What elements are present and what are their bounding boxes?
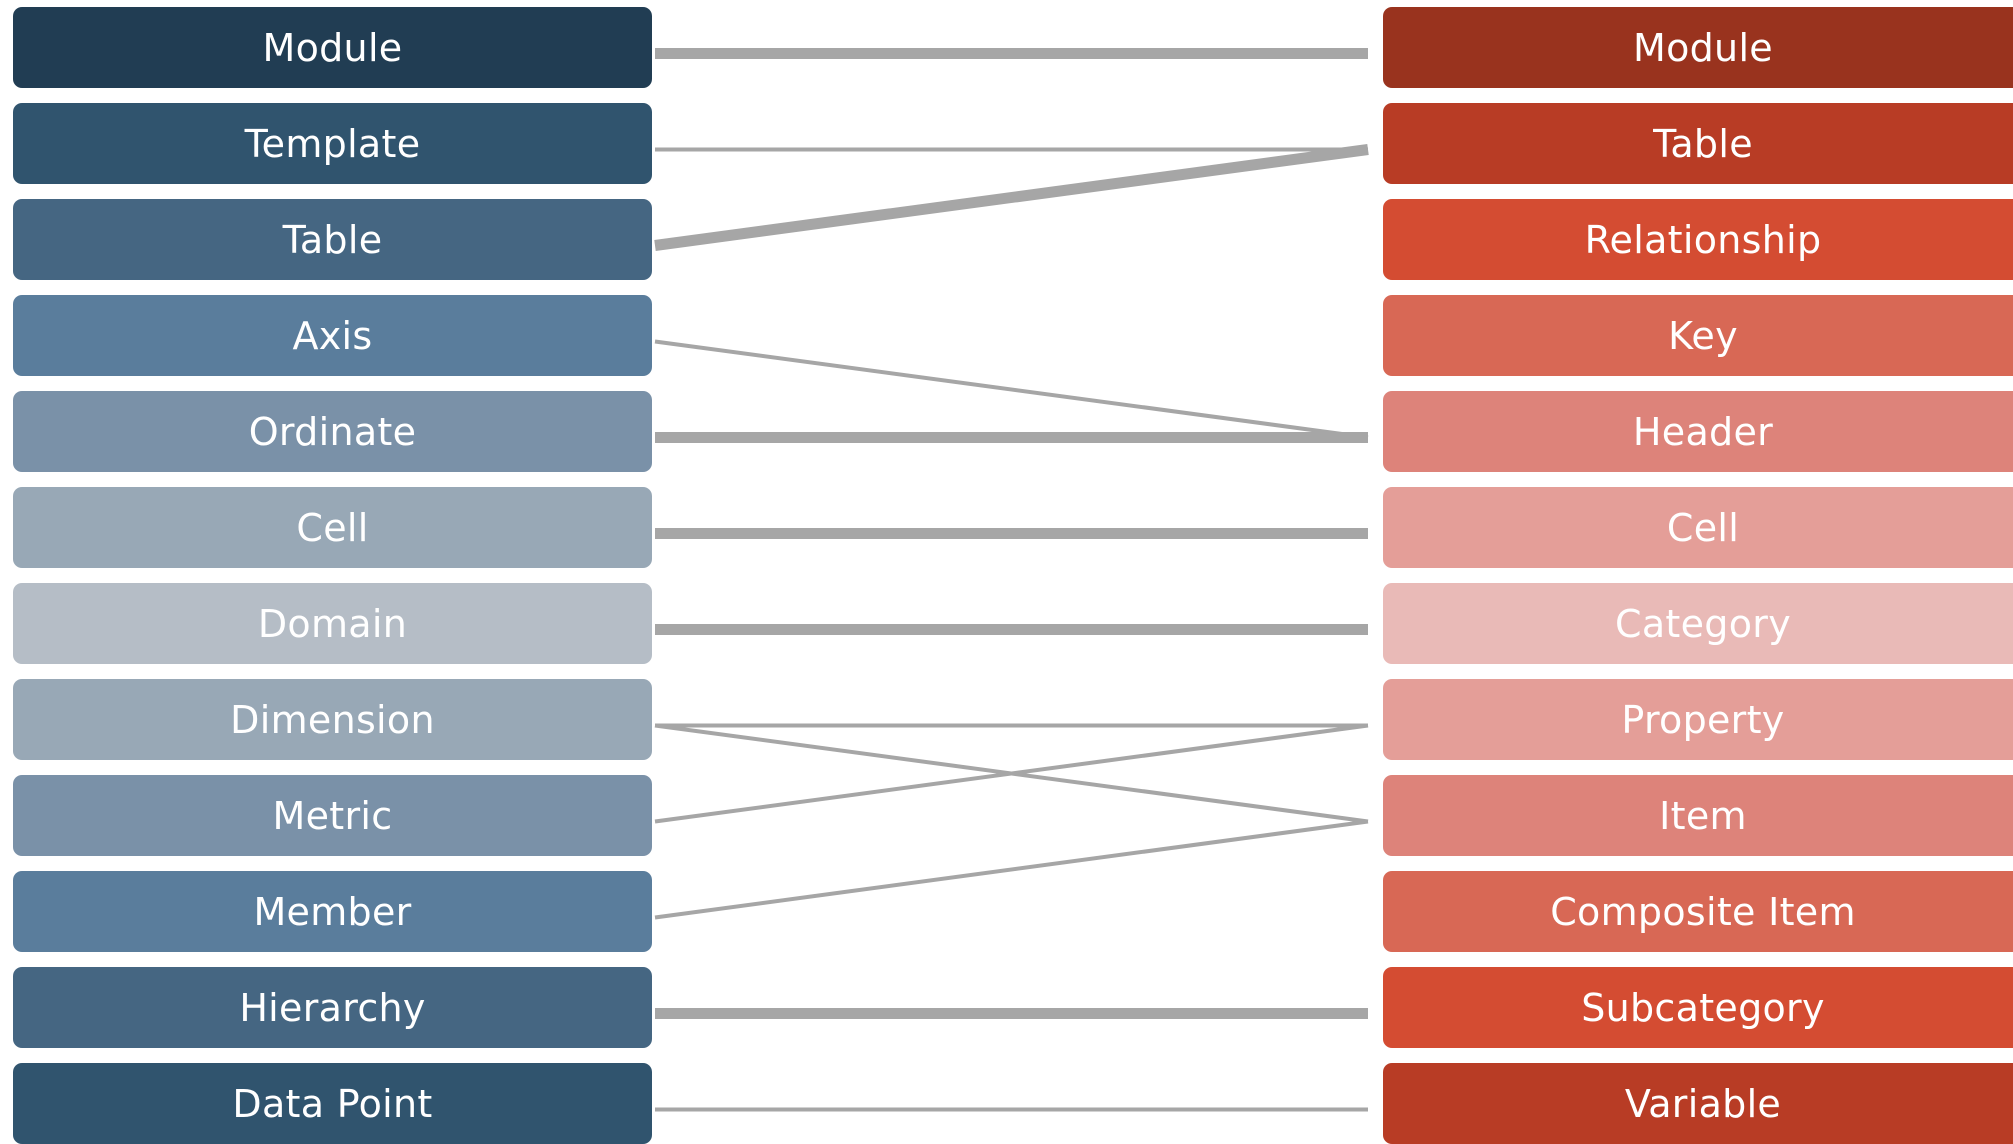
- left-box-domain: Domain: [13, 583, 652, 664]
- right-box-label: Module: [1633, 25, 1773, 70]
- left-box-metric: Metric: [13, 775, 652, 856]
- link-metric-to-property: [654, 723, 1369, 824]
- left-box-module: Module: [13, 7, 652, 88]
- left-box-hierarchy: Hierarchy: [13, 967, 652, 1048]
- right-box-label: Category: [1615, 601, 1791, 646]
- left-box-label: Dimension: [230, 697, 435, 742]
- right-box-label: Item: [1659, 793, 1747, 838]
- left-box-label: Hierarchy: [239, 985, 426, 1030]
- left-box-ordinate: Ordinate: [13, 391, 652, 472]
- right-box-key: Key: [1383, 295, 2013, 376]
- right-box-label: Variable: [1624, 1081, 1782, 1126]
- left-box-template: Template: [13, 103, 652, 184]
- left-box-member: Member: [13, 871, 652, 952]
- link-axis-to-header: [654, 339, 1369, 440]
- left-box-data-point: Data Point: [13, 1063, 652, 1144]
- left-box-dimension: Dimension: [13, 679, 652, 760]
- right-box-label: Property: [1621, 697, 1785, 742]
- link-member-to-item: [654, 819, 1369, 920]
- left-box-label: Ordinate: [248, 409, 417, 454]
- left-box-label: Domain: [257, 601, 408, 646]
- right-box-label: Relationship: [1584, 217, 1822, 262]
- right-box-composite-item: Composite Item: [1383, 871, 2013, 952]
- right-box-variable: Variable: [1383, 1063, 2013, 1144]
- right-box-label: Key: [1668, 313, 1738, 358]
- right-box-label: Subcategory: [1581, 985, 1825, 1030]
- left-box-label: Template: [244, 121, 421, 166]
- right-box-label: Composite Item: [1550, 889, 1856, 934]
- right-box-module: Module: [1383, 7, 2013, 88]
- left-box-table: Table: [13, 199, 652, 280]
- right-box-property: Property: [1383, 679, 2013, 760]
- right-box-header: Header: [1383, 391, 2013, 472]
- left-box-label: Member: [253, 889, 412, 934]
- right-box-item: Item: [1383, 775, 2013, 856]
- right-box-label: Header: [1632, 409, 1774, 454]
- left-box-label: Table: [282, 217, 383, 262]
- left-box-label: Cell: [296, 505, 369, 550]
- left-box-cell: Cell: [13, 487, 652, 568]
- right-box-label: Cell: [1666, 505, 1740, 550]
- right-box-cell: Cell: [1383, 487, 2013, 568]
- right-box-table: Table: [1383, 103, 2013, 184]
- left-box-axis: Axis: [13, 295, 652, 376]
- right-box-subcategory: Subcategory: [1383, 967, 2013, 1048]
- link-table-to-table: [654, 144, 1369, 251]
- right-box-category: Category: [1383, 583, 2013, 664]
- right-box-relationship: Relationship: [1383, 199, 2013, 280]
- left-box-label: Module: [262, 25, 403, 70]
- left-box-label: Axis: [292, 313, 373, 358]
- left-box-label: Metric: [272, 793, 393, 838]
- right-box-label: Table: [1653, 121, 1753, 166]
- left-box-label: Data Point: [232, 1081, 433, 1126]
